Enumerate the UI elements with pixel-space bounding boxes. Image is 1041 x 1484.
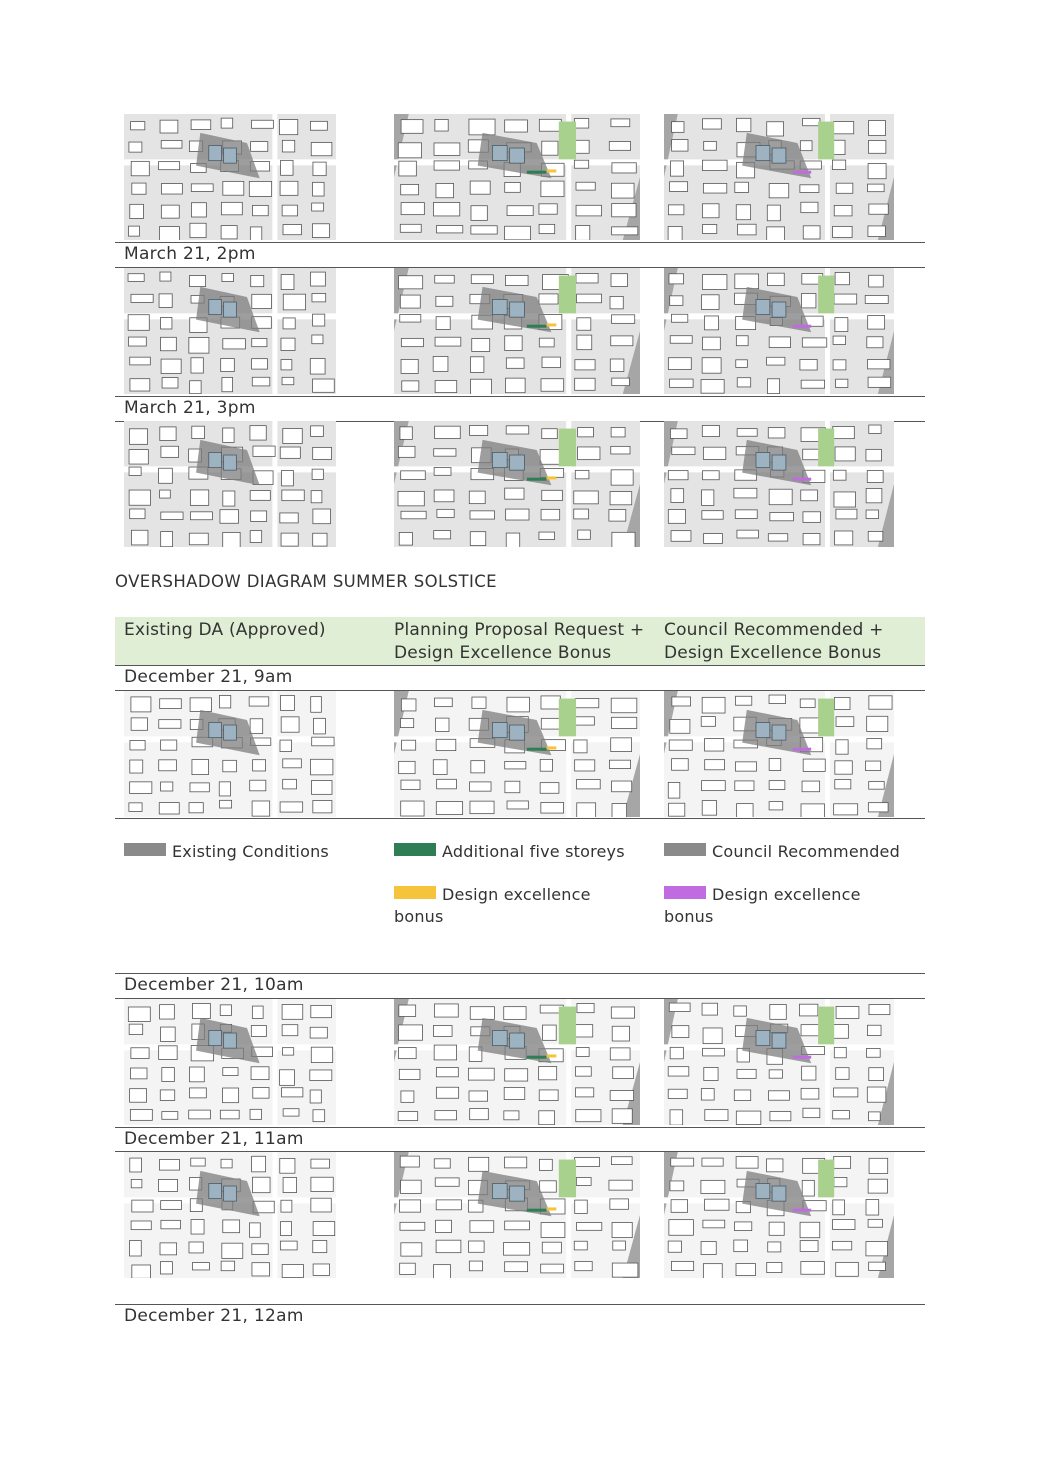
row-divider bbox=[115, 396, 925, 397]
time-label-dec-10am: December 21, 10am bbox=[124, 975, 304, 995]
site-map-image bbox=[664, 421, 894, 547]
column-header-council: Council Recommended + Design Excellence … bbox=[664, 620, 884, 663]
site-map-image bbox=[124, 691, 336, 817]
map-proposal-row1 bbox=[394, 114, 640, 240]
legend-bonus-yellow: Design excellence bonus bbox=[394, 884, 624, 928]
row-divider bbox=[115, 998, 925, 999]
legend-label-existing: Existing Conditions bbox=[172, 842, 329, 861]
map-council-dec10 bbox=[664, 999, 894, 1125]
map-proposal-dec9 bbox=[394, 691, 640, 817]
site-map-image bbox=[664, 268, 894, 394]
site-map-image bbox=[394, 114, 640, 240]
time-label-mar-3pm: March 21, 3pm bbox=[124, 398, 256, 418]
site-map-image bbox=[664, 999, 894, 1125]
map-existing-dec11 bbox=[124, 1152, 336, 1278]
legend-swatch-additional bbox=[394, 843, 436, 856]
site-map-image bbox=[394, 1152, 640, 1278]
site-map-image bbox=[124, 1152, 336, 1278]
legend-council: Council Recommended bbox=[664, 841, 900, 863]
column-header-band bbox=[115, 617, 925, 665]
site-map-image bbox=[124, 268, 336, 394]
map-council-row2 bbox=[664, 268, 894, 394]
row-divider bbox=[115, 1127, 925, 1128]
legend-label-council: Council Recommended bbox=[712, 842, 900, 861]
legend-swatch-council bbox=[664, 843, 706, 856]
legend-bonus-purple: Design excellence bonus bbox=[664, 884, 894, 928]
row-divider bbox=[115, 1151, 925, 1152]
map-council-dec11 bbox=[664, 1152, 894, 1278]
time-label-mar-2pm: March 21, 2pm bbox=[124, 244, 256, 264]
legend-label-bonus-yellow: Design excellence bonus bbox=[394, 885, 591, 926]
legend-existing: Existing Conditions bbox=[124, 841, 329, 863]
time-label-dec-12am: December 21, 12am bbox=[124, 1306, 304, 1326]
site-map-image bbox=[394, 268, 640, 394]
time-label-dec-11am: December 21, 11am bbox=[124, 1129, 304, 1149]
legend-swatch-bonus-yellow bbox=[394, 886, 436, 899]
column-header-existing: Existing DA (Approved) bbox=[124, 620, 326, 640]
time-label-dec-9am: December 21, 9am bbox=[124, 667, 293, 687]
map-existing-dec10 bbox=[124, 999, 336, 1125]
row-divider bbox=[115, 818, 925, 819]
map-council-dec9 bbox=[664, 691, 894, 817]
legend-label-bonus-purple: Design excellence bonus bbox=[664, 885, 861, 926]
map-council-row1 bbox=[664, 114, 894, 240]
row-divider bbox=[115, 242, 925, 243]
site-map-image bbox=[124, 999, 336, 1125]
map-proposal-dec10 bbox=[394, 999, 640, 1125]
row-divider bbox=[115, 665, 925, 666]
section-title: OVERSHADOW DIAGRAM SUMMER SOLSTICE bbox=[115, 572, 497, 591]
site-map-image bbox=[124, 421, 336, 547]
legend-swatch-existing bbox=[124, 843, 166, 856]
row-divider bbox=[115, 973, 925, 974]
site-map-image bbox=[394, 999, 640, 1125]
map-existing-row2 bbox=[124, 268, 336, 394]
site-map-image bbox=[394, 691, 640, 817]
map-proposal-row3 bbox=[394, 421, 640, 547]
site-map-image bbox=[664, 1152, 894, 1278]
map-existing-row1 bbox=[124, 114, 336, 240]
map-existing-row3 bbox=[124, 421, 336, 547]
column-header-proposal: Planning Proposal Request + Design Excel… bbox=[394, 620, 645, 663]
legend-additional: Additional five storeys bbox=[394, 841, 625, 863]
map-proposal-row2 bbox=[394, 268, 640, 394]
legend-label-additional: Additional five storeys bbox=[442, 842, 625, 861]
row-divider bbox=[115, 267, 925, 268]
row-divider bbox=[115, 690, 925, 691]
map-existing-dec9 bbox=[124, 691, 336, 817]
legend-swatch-bonus-purple bbox=[664, 886, 706, 899]
site-map-image bbox=[124, 114, 336, 240]
site-map-image bbox=[394, 421, 640, 547]
map-council-row3 bbox=[664, 421, 894, 547]
site-map-image bbox=[664, 691, 894, 817]
map-proposal-dec11 bbox=[394, 1152, 640, 1278]
row-divider bbox=[115, 1304, 925, 1305]
site-map-image bbox=[664, 114, 894, 240]
